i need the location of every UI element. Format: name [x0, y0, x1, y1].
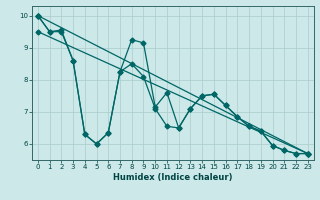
X-axis label: Humidex (Indice chaleur): Humidex (Indice chaleur) — [113, 173, 233, 182]
